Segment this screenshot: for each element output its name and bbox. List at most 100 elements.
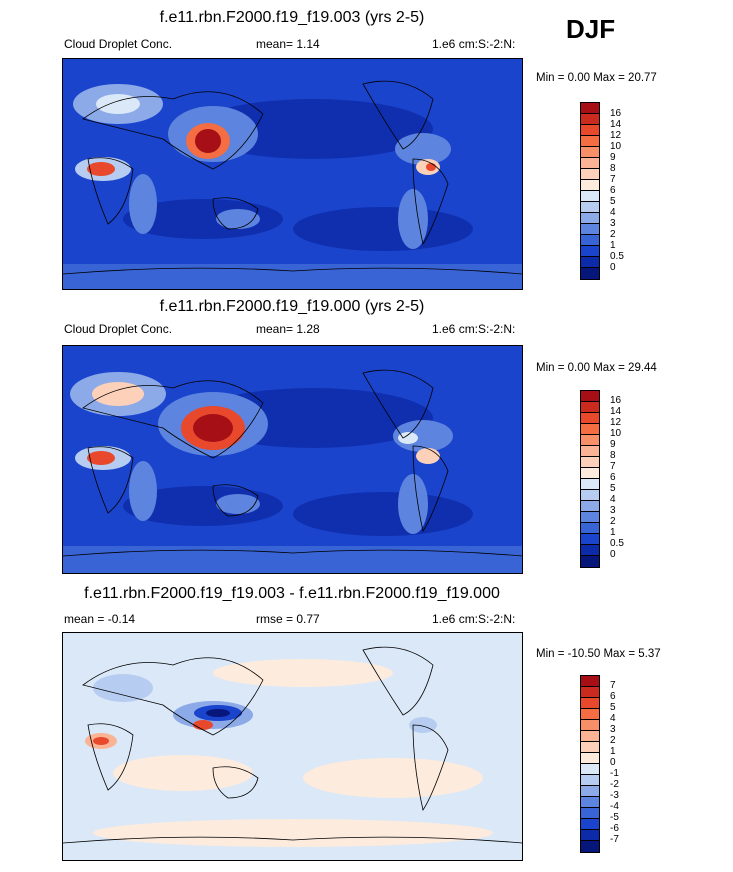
colorbar-swatch [581, 775, 599, 786]
colorbar-level-label: -1 [610, 768, 619, 779]
colorbar-swatch [581, 391, 599, 402]
colorbar-level-label: 2 [610, 229, 616, 240]
panel-1-map-svg [63, 59, 522, 289]
panel-1-mean-label: mean= 1.14 [256, 37, 320, 51]
colorbar-level-label: 6 [610, 472, 616, 483]
panel-2-title: f.e11.rbn.F2000.f19_f19.000 (yrs 2-5) [159, 298, 425, 315]
colorbar-level-label: 8 [610, 450, 616, 461]
panel-3-map-svg [63, 633, 522, 860]
colorbar-level-label: 7 [610, 174, 616, 185]
colorbar-swatch [581, 257, 599, 268]
colorbar-swatch [581, 797, 599, 808]
colorbar-level-label: -6 [610, 823, 619, 834]
colorbar-swatch [581, 534, 599, 545]
colorbar-level-label: 10 [610, 428, 622, 439]
colorbar-swatch [581, 512, 599, 523]
colorbar-swatch [581, 114, 599, 125]
colorbar-swatch [581, 556, 599, 567]
panel-1-colorbar [580, 102, 600, 280]
panel-2-colorbar [580, 390, 600, 568]
colorbar-level-label: -3 [610, 790, 619, 801]
colorbar-swatch [581, 191, 599, 202]
colorbar-swatch [581, 413, 599, 424]
colorbar-level-label: 3 [610, 218, 616, 229]
colorbar-level-label: 4 [610, 713, 616, 724]
colorbar-level-label: 5 [610, 483, 616, 494]
panel-2-colorbar-labels: 16 14 12 10 9 8 7 6 5 4 3 2 1 0.5 0 [610, 395, 624, 560]
panel-1-title: f.e11.rbn.F2000.f19_f19.003 (yrs 2-5) [159, 9, 425, 26]
colorbar-level-label: 4 [610, 494, 616, 505]
colorbar-swatch [581, 490, 599, 501]
panel-2-mean-label: mean= 1.28 [256, 322, 320, 336]
colorbar-swatch [581, 468, 599, 479]
colorbar-swatch [581, 687, 599, 698]
colorbar-level-label: -4 [610, 801, 619, 812]
colorbar-swatch [581, 709, 599, 720]
colorbar-swatch [581, 501, 599, 512]
colorbar-level-label: 1 [610, 240, 616, 251]
colorbar-level-label: 10 [610, 141, 622, 152]
panel-3-title: f.e11.rbn.F2000.f19_f19.003 - f.e11.rbn.… [84, 585, 500, 602]
colorbar-swatch [581, 720, 599, 731]
panel-3-mean-label: mean = -0.14 [64, 612, 136, 626]
colorbar-swatch [581, 457, 599, 468]
colorbar-level-label: -5 [610, 812, 619, 823]
colorbar-swatch [581, 479, 599, 490]
colorbar-swatch [581, 808, 599, 819]
panel-2-variable-label: Cloud Droplet Conc. [64, 322, 173, 336]
panel-1-variable-label: Cloud Droplet Conc. [64, 37, 173, 51]
colorbar-level-label: 1 [610, 746, 616, 757]
colorbar-level-label: 1 [610, 527, 616, 538]
colorbar-swatch [581, 158, 599, 169]
panel-1-minmax: Min = 0.00 Max = 20.77 [536, 72, 657, 84]
colorbar-swatch [581, 545, 599, 556]
colorbar-swatch [581, 169, 599, 180]
colorbar-swatch [581, 235, 599, 246]
panel-1-colorbar-labels: 16 14 12 10 9 8 7 6 5 4 3 2 1 0.5 0 [610, 108, 624, 273]
panel-2-map [62, 345, 523, 574]
panel-1-map [62, 58, 523, 290]
colorbar-swatch [581, 136, 599, 147]
colorbar-level-label: 5 [610, 196, 616, 207]
colorbar-swatch [581, 424, 599, 435]
colorbar-level-label: 0.5 [610, 251, 624, 262]
colorbar-swatch [581, 125, 599, 136]
colorbar-swatch [581, 435, 599, 446]
colorbar-level-label: 0 [610, 262, 616, 273]
panel-2-minmax: Min = 0.00 Max = 29.44 [536, 362, 657, 374]
colorbar-level-label: 16 [610, 395, 622, 406]
colorbar-swatch [581, 202, 599, 213]
colorbar-level-label: 9 [610, 152, 616, 163]
colorbar-swatch [581, 147, 599, 158]
colorbar-swatch [581, 731, 599, 742]
colorbar-swatch [581, 224, 599, 235]
season-label: DJF [566, 14, 616, 44]
colorbar-swatch [581, 698, 599, 709]
panel-3-colorbar [580, 675, 600, 853]
colorbar-swatch [581, 786, 599, 797]
colorbar-level-label: 3 [610, 505, 616, 516]
colorbar-level-label: 12 [610, 417, 622, 428]
colorbar-level-label: 3 [610, 724, 616, 735]
colorbar-level-label: 7 [610, 680, 616, 691]
colorbar-swatch [581, 246, 599, 257]
colorbar-level-label: 2 [610, 516, 616, 527]
panel-2-map-svg [63, 346, 522, 573]
colorbar-level-label: 7 [610, 461, 616, 472]
colorbar-swatch [581, 268, 599, 279]
panel-3-colorbar-labels: 7 6 5 4 3 2 1 0 -1 -2 -3 -4 -5 -6 -7 [610, 680, 619, 845]
colorbar-swatch [581, 213, 599, 224]
colorbar-level-label: 16 [610, 108, 622, 119]
colorbar-level-label: 8 [610, 163, 616, 174]
colorbar-level-label: 4 [610, 207, 616, 218]
panel-3-minmax: Min = -10.50 Max = 5.37 [536, 648, 661, 660]
colorbar-swatch [581, 742, 599, 753]
colorbar-level-label: 12 [610, 130, 622, 141]
colorbar-swatch [581, 402, 599, 413]
panel-1-units-label: 1.e6 cm:S:-2:N: [432, 37, 516, 51]
colorbar-swatch [581, 830, 599, 841]
panel-3-units-label: 1.e6 cm:S:-2:N: [432, 612, 516, 626]
colorbar-level-label: 9 [610, 439, 616, 450]
colorbar-level-label: -7 [610, 834, 619, 845]
colorbar-level-label: 0 [610, 549, 616, 560]
